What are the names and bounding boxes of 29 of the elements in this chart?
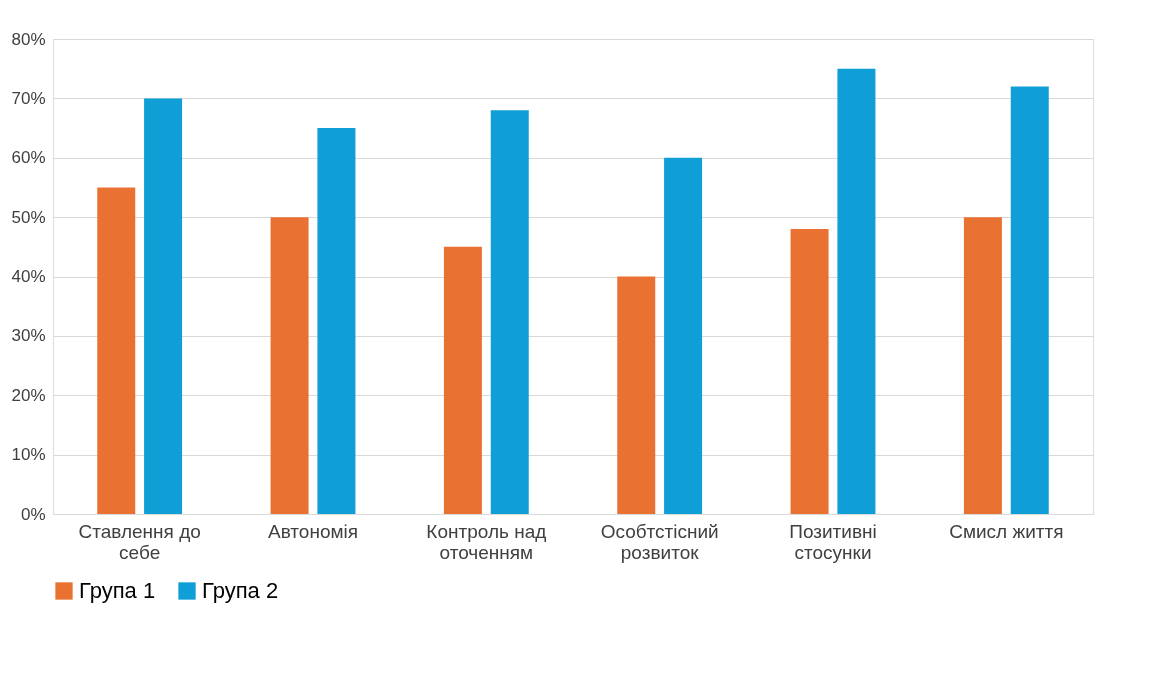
bar	[490, 110, 529, 514]
x-tick-label: Ставлення до себе	[78, 520, 201, 563]
bar	[97, 187, 136, 514]
bar	[443, 246, 482, 514]
y-tick-label: 40%	[11, 267, 46, 286]
y-tick-label: 10%	[11, 445, 46, 465]
y-tick-label: 50%	[11, 207, 46, 227]
bar	[617, 276, 656, 514]
x-tick-label: Позитивні стосунки	[789, 520, 877, 563]
y-tick-label: 0%	[20, 504, 46, 524]
bar	[664, 157, 703, 514]
bar	[837, 68, 876, 514]
bar	[270, 217, 309, 514]
bar	[317, 128, 356, 514]
x-tick-label: Контроль над оточенням	[426, 520, 547, 563]
y-tick-label: 60%	[11, 148, 46, 168]
x-tick-label: Особтстісний розвиток	[600, 520, 719, 563]
legend-label: Група 2	[202, 578, 279, 603]
y-tick-label: 70%	[11, 88, 46, 108]
y-tick-label: 30%	[11, 326, 46, 346]
y-tick-label: 20%	[11, 385, 46, 405]
x-tick-label: Автономія	[267, 520, 359, 542]
legend-label: Група 1	[79, 578, 156, 603]
bar	[963, 217, 1002, 514]
y-tick-label: 80%	[11, 29, 46, 49]
bar	[1010, 86, 1049, 514]
bar	[790, 229, 829, 514]
bar	[144, 98, 183, 514]
x-tick-label: Смисл життя	[949, 520, 1064, 542]
